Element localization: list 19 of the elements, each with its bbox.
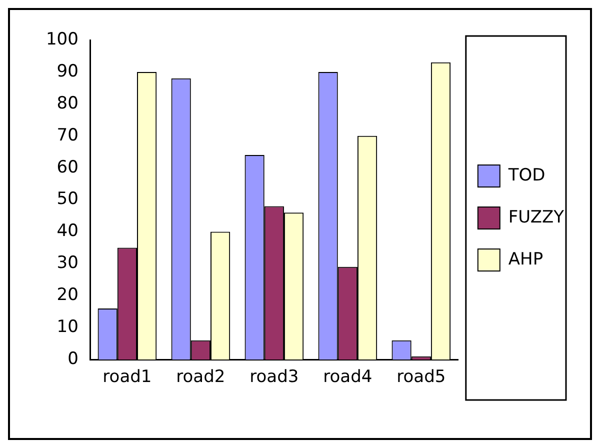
legend-label: AHP	[508, 249, 544, 270]
y-tick-label: 40	[56, 221, 78, 242]
y-tick-label: 60	[56, 157, 78, 178]
x-tick-label: road1	[102, 367, 152, 388]
x-tick-label: road2	[176, 367, 226, 388]
y-tick-label: 20	[56, 285, 78, 306]
y-tick-label: 10	[56, 317, 78, 338]
y-tick-label: 80	[56, 93, 78, 114]
legend-label: TOD	[507, 165, 546, 186]
x-tick-label: road3	[250, 367, 299, 388]
y-tick-label: 0	[68, 349, 78, 370]
x-tick-label: road5	[396, 367, 446, 388]
y-tick-label: 70	[56, 125, 78, 146]
y-tick-label: 100	[46, 29, 78, 50]
y-tick-label: 50	[56, 189, 78, 210]
y-tick-label: 90	[56, 61, 78, 82]
legend-label: FUZZY	[508, 207, 565, 228]
x-tick-label: road4	[323, 367, 372, 388]
y-tick-label: 30	[56, 253, 78, 274]
